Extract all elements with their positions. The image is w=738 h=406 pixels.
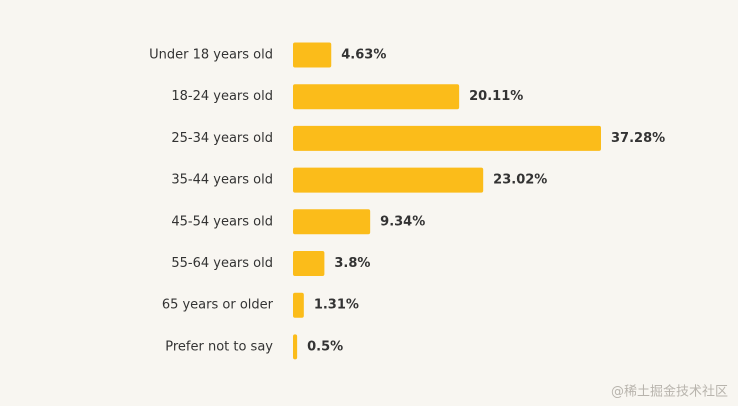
bar <box>293 167 484 193</box>
value-label: 3.8% <box>334 256 370 271</box>
category-label: Under 18 years old <box>149 48 273 63</box>
watermark: @稀土掘金技术社区 <box>611 384 728 400</box>
category-label: 65 years or older <box>162 298 274 313</box>
category-label: 45-54 years old <box>171 214 273 229</box>
category-label: 18-24 years old <box>171 89 273 104</box>
bar <box>293 42 332 68</box>
category-label: 55-64 years old <box>171 256 273 271</box>
bar <box>293 125 601 151</box>
bar <box>293 209 371 235</box>
value-label: 0.5% <box>307 339 343 354</box>
category-label: Prefer not to say <box>165 339 273 354</box>
bar <box>293 292 304 318</box>
bar <box>293 334 298 360</box>
value-label: 20.11% <box>469 89 523 104</box>
bar <box>293 84 460 110</box>
value-label: 4.63% <box>341 48 386 63</box>
value-label: 37.28% <box>611 131 665 146</box>
category-label: 35-44 years old <box>171 173 273 188</box>
category-label: 25-34 years old <box>171 131 273 146</box>
value-label: 23.02% <box>493 173 547 188</box>
value-label: 1.31% <box>314 298 359 313</box>
bar <box>293 251 325 276</box>
value-label: 9.34% <box>380 214 425 229</box>
